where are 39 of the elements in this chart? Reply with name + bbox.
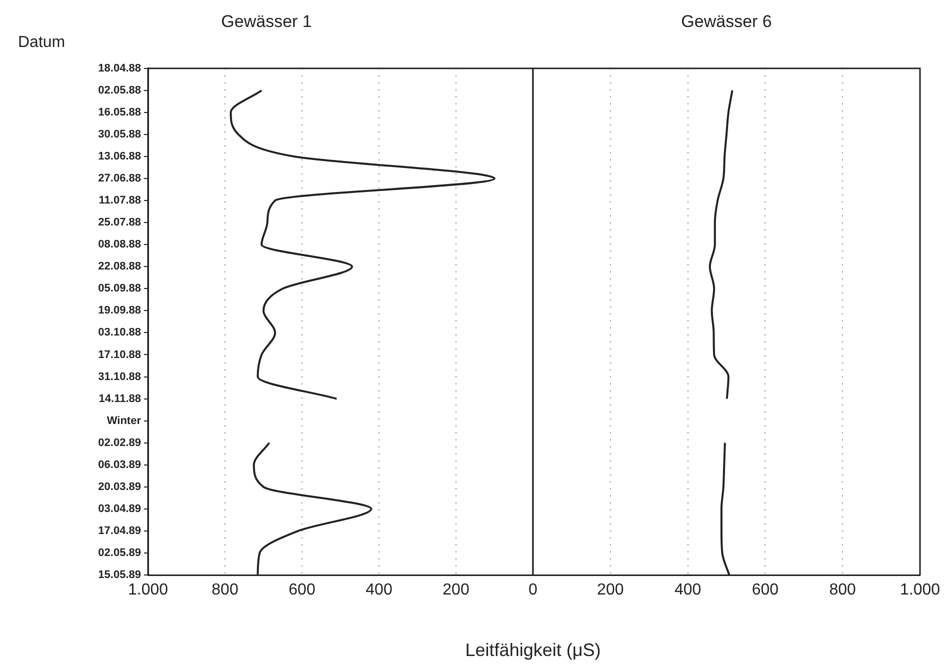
x-tick-label: 600 <box>288 581 316 598</box>
y-axis-title: Datum <box>18 34 66 52</box>
y-tick-label: 20.03.89 <box>98 480 141 493</box>
y-tick-label: 22.08.88 <box>98 260 141 273</box>
y-tick-label: 02.05.89 <box>98 547 141 560</box>
y-tick-label: 05.09.88 <box>98 282 141 295</box>
x-tick-label: 800 <box>212 581 238 598</box>
x-tick-label: 400 <box>674 581 702 598</box>
y-tick-label: 13.06.88 <box>98 150 141 163</box>
y-tick-label: 18.04.88 <box>98 62 141 74</box>
y-tick-label: 11.07.88 <box>98 194 141 207</box>
y-tick-label: 03.04.89 <box>98 502 141 515</box>
x-axis-title: Leitfähigkeit (μS) <box>464 640 602 661</box>
x-tick-label: 600 <box>752 581 779 598</box>
chart-title: Gewässer 1 <box>221 12 312 31</box>
x-tick-label: 200 <box>442 581 470 598</box>
y-tick-label: 17.10.88 <box>98 348 141 361</box>
y-tick-label: 19.09.88 <box>98 304 141 317</box>
y-tick-label: 02.02.89 <box>98 436 141 449</box>
y-tick-label: 27.06.88 <box>98 172 141 185</box>
x-tick-label: 1.000 <box>900 581 940 598</box>
y-tick-label: 02.05.88 <box>98 84 141 96</box>
y-tick-label: 06.03.89 <box>98 458 141 471</box>
y-tick-label: 31.10.88 <box>98 370 141 383</box>
y-tick-label: 25.07.88 <box>98 216 141 229</box>
y-tick-label: Winter <box>106 414 142 427</box>
y-tick-label: 16.05.88 <box>98 106 141 118</box>
y-tick-label: 08.08.88 <box>98 238 141 251</box>
y-tick-label: 15.05.89 <box>98 569 141 582</box>
y-tick-label: 17.04.89 <box>98 524 141 537</box>
y-tick-label: 14.11.88 <box>98 392 141 405</box>
x-tick-label: 0 <box>528 581 538 598</box>
y-tick-label: 30.05.88 <box>98 128 141 141</box>
x-tick-label: 200 <box>597 581 624 598</box>
x-tick-label: 800 <box>829 581 856 598</box>
x-tick-label: 1.000 <box>128 581 168 598</box>
x-tick-label: 400 <box>366 581 392 598</box>
chart-title: Gewässer 6 <box>681 12 772 31</box>
y-tick-label: 03.10.88 <box>98 326 141 339</box>
